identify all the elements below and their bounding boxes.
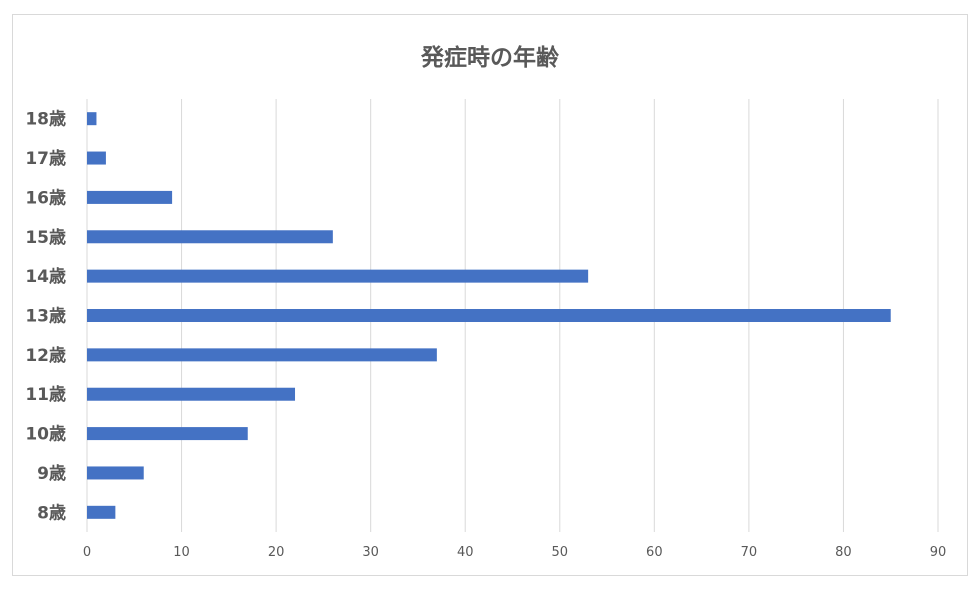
x-tick-label-20: 20 bbox=[268, 545, 285, 560]
bar-10歳 bbox=[87, 427, 248, 441]
bar-11歳 bbox=[87, 387, 296, 401]
chart-frame bbox=[12, 14, 968, 576]
category-label-9歳: 9歳 bbox=[37, 463, 66, 484]
x-tick-label-60: 60 bbox=[646, 545, 663, 560]
bar-13歳 bbox=[87, 309, 891, 322]
category-label-12歳: 12歳 bbox=[25, 345, 66, 366]
x-tick-labels: 0 10 20 30 40 50 60 70 80 90 bbox=[83, 545, 946, 560]
bar-18歳 bbox=[87, 112, 97, 126]
x-tick-label-90: 90 bbox=[930, 545, 947, 560]
category-label-10歳: 10歳 bbox=[25, 424, 66, 445]
x-tick-label-70: 70 bbox=[741, 545, 758, 560]
category-label-11歳: 11歳 bbox=[25, 384, 66, 405]
bar-8歳 bbox=[87, 505, 116, 519]
bar-15歳 bbox=[87, 230, 333, 244]
category-label-14歳: 14歳 bbox=[25, 266, 66, 287]
chart-title: 発症時の年齢 bbox=[421, 45, 559, 71]
category-label-15歳: 15歳 bbox=[25, 227, 66, 248]
bar-17歳 bbox=[87, 151, 106, 165]
bar-16歳 bbox=[87, 190, 173, 204]
category-label-18歳: 18歳 bbox=[25, 109, 66, 130]
category-label-13歳: 13歳 bbox=[25, 306, 66, 327]
category-labels: 8歳 9歳 10歳 11歳 12歳 13歳 14歳 15歳 16歳 17歳 18歳 bbox=[25, 109, 66, 524]
category-label-16歳: 16歳 bbox=[25, 187, 66, 208]
bars bbox=[87, 112, 891, 519]
category-label-17歳: 17歳 bbox=[25, 148, 66, 169]
bar-14歳 bbox=[87, 269, 589, 283]
x-tick-label-10: 10 bbox=[173, 545, 190, 560]
bar-9歳 bbox=[87, 466, 144, 480]
x-tick-label-30: 30 bbox=[362, 545, 379, 560]
category-label-8歳: 8歳 bbox=[37, 502, 66, 523]
x-tick-label-50: 50 bbox=[552, 545, 569, 560]
x-tick-label-40: 40 bbox=[457, 545, 474, 560]
x-tick-label-80: 80 bbox=[835, 545, 852, 560]
bar-12歳 bbox=[87, 348, 437, 362]
x-tick-label-0: 0 bbox=[83, 545, 91, 560]
